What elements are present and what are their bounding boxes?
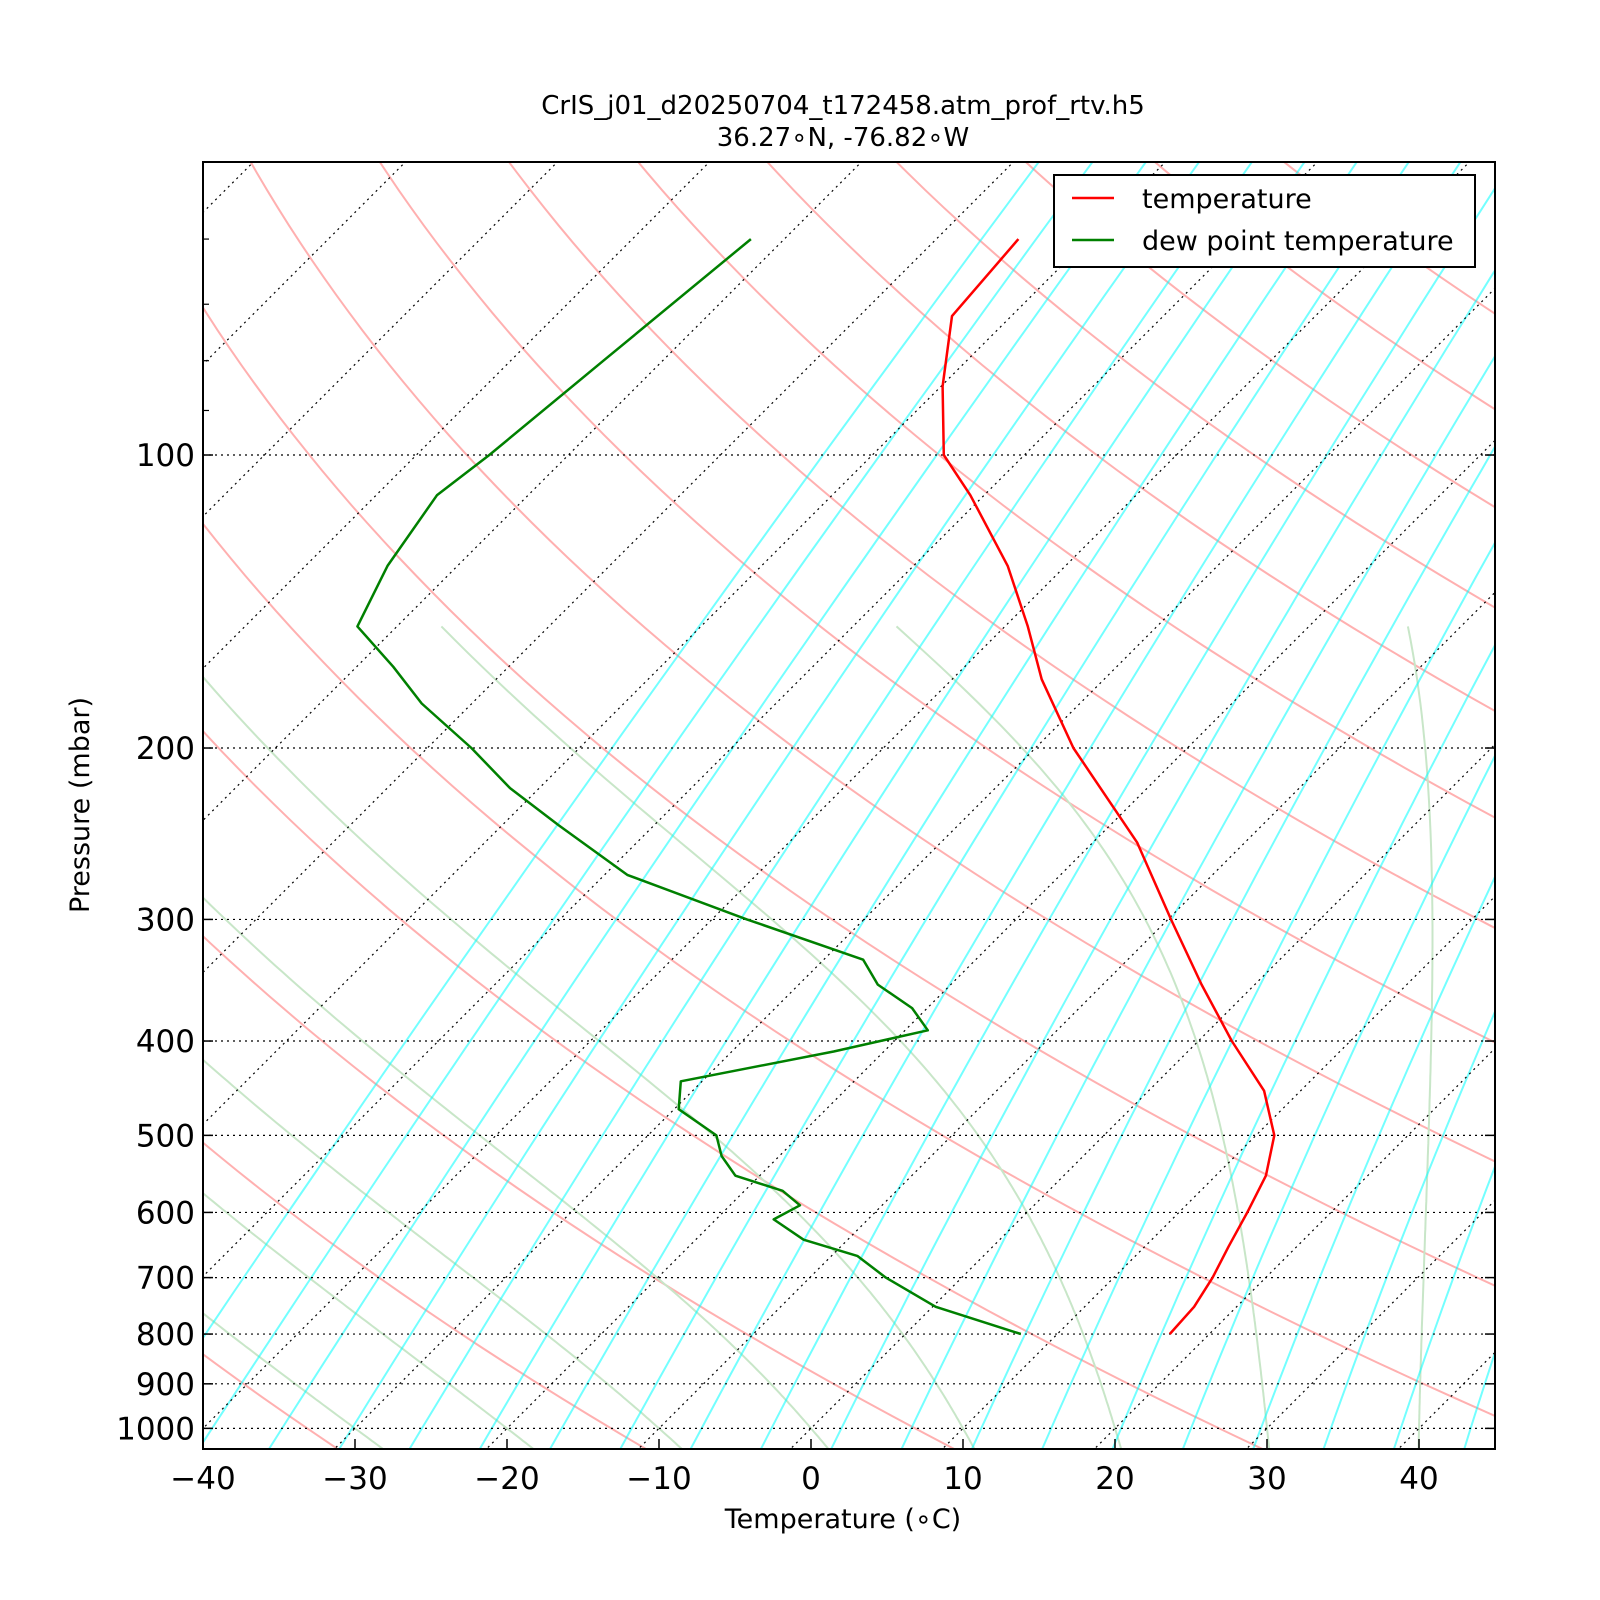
- mixing-ratio-line: [1181, 753, 1495, 1449]
- mixing-ratio-line: [338, 162, 1201, 1449]
- mixing-ratio-line: [203, 162, 1094, 1445]
- legend-label-dew-point: dew point temperature: [1142, 226, 1454, 257]
- x-tick-label: 10: [943, 1461, 982, 1497]
- y-tick-label: 900: [136, 1367, 195, 1403]
- grid-lines: [0, 68, 1600, 1469]
- legend-label-temperature: temperature: [1142, 184, 1312, 215]
- dry-adiabat: [203, 934, 957, 1449]
- dry-adiabat: [249, 162, 1495, 1163]
- y-tick-label: 100: [136, 438, 195, 474]
- x-axis-label: Temperature (∘C): [724, 1504, 961, 1535]
- isotherm: [637, 591, 1495, 1449]
- dry-adiabat: [378, 162, 1495, 1044]
- mixing-ratio-line: [900, 354, 1495, 1449]
- y-tick-label: 800: [136, 1317, 195, 1353]
- y-tick-label: 600: [136, 1195, 195, 1231]
- moist-adiabat: [440, 625, 1123, 1449]
- plot-frame: [202, 161, 1496, 1450]
- isotherm: [1245, 1199, 1495, 1449]
- mixing-ratio-line: [548, 162, 1358, 1449]
- mixing-ratio-line: [1392, 1163, 1495, 1449]
- isotherm: [203, 162, 1015, 974]
- isotherm: [333, 287, 1495, 1449]
- dry-adiabat: [1024, 162, 1495, 509]
- isotherm: [941, 895, 1495, 1449]
- isotherm: [203, 162, 407, 366]
- isotherm: [1531, 68, 1600, 1469]
- moist-adiabat: [203, 1191, 536, 1449]
- dry-adiabat: [203, 1141, 648, 1449]
- mixing-ratio-line: [478, 162, 1306, 1449]
- x-tick-label: −40: [170, 1461, 235, 1497]
- x-tick-label: 40: [1399, 1461, 1438, 1497]
- x-tick-label: −10: [626, 1461, 691, 1497]
- isotherm: [203, 162, 1167, 1126]
- background-lines: [203, 162, 1600, 1468]
- y-tick-label: 200: [136, 731, 195, 767]
- temperature-line: [941, 238, 1276, 1335]
- isotherm: [1093, 1047, 1495, 1449]
- mixing-ratio-line: [1322, 1009, 1495, 1449]
- isotherm: [789, 743, 1495, 1449]
- mixing-ratio-line: [759, 186, 1495, 1449]
- mixing-ratio-line: [267, 162, 1148, 1449]
- isotherm: [203, 162, 711, 670]
- dry-adiabat: [636, 162, 1495, 819]
- x-tick-label: −20: [474, 1461, 539, 1497]
- y-axis-label: Pressure (mbar): [65, 697, 96, 913]
- isotherm: [203, 162, 1471, 1430]
- y-tick-label: 300: [136, 902, 195, 938]
- x-tick-label: 0: [801, 1461, 821, 1497]
- dry-adiabat: [507, 162, 1495, 930]
- x-tick-label: 30: [1247, 1461, 1286, 1497]
- mixing-ratio-line: [1111, 643, 1495, 1449]
- mixing-ratio-line: [1463, 1349, 1495, 1449]
- x-tick-label: −30: [322, 1461, 387, 1497]
- moist-adiabat: [1406, 626, 1434, 1449]
- moist-adiabat: [895, 625, 1271, 1449]
- mixing-ratio-line: [1041, 540, 1495, 1449]
- isotherm: [485, 439, 1495, 1449]
- moist-adiabat: [203, 896, 830, 1449]
- moist-adiabat: [203, 1312, 385, 1449]
- dry-adiabat: [203, 305, 1495, 1287]
- dew-point-line: [356, 238, 1022, 1336]
- isotherm: [203, 162, 863, 822]
- dry-adiabat: [203, 522, 1495, 1418]
- y-tick-label: 700: [136, 1261, 195, 1297]
- chart-subtitle: 36.27∘N, -76.82∘W: [717, 123, 969, 153]
- moist-adiabat: [203, 1058, 684, 1449]
- dry-adiabat: [766, 162, 1495, 713]
- mixing-ratio-line: [203, 162, 1040, 1340]
- chart-title: CrIS_j01_d20250704_t172458.atm_prof_rtv.…: [541, 91, 1145, 121]
- dry-adiabat: [203, 1352, 340, 1449]
- mixing-ratio-line: [1252, 874, 1495, 1449]
- legend: temperature dew point temperature: [1053, 174, 1476, 268]
- dry-adiabat: [895, 162, 1495, 609]
- isotherm: [203, 162, 1319, 1278]
- dry-adiabat: [1153, 162, 1495, 411]
- isotherm: [203, 162, 559, 518]
- moist-adiabat: [1567, 626, 1600, 1468]
- moist-adiabat: [203, 675, 976, 1449]
- legend-box: [1053, 174, 1476, 268]
- profile-lines: [356, 238, 1276, 1336]
- y-tick-label: 500: [136, 1118, 195, 1154]
- isotherm: [203, 162, 255, 214]
- mixing-ratio-line: [970, 444, 1495, 1449]
- y-tick-label: 1000: [116, 1411, 195, 1447]
- isotherm: [0, 68, 44, 1469]
- dry-adiabat: [203, 729, 1265, 1449]
- isotherm: [0, 68, 196, 1469]
- mixing-ratio-line: [619, 162, 1410, 1449]
- mixing-ratio-line: [689, 162, 1462, 1449]
- mixing-ratio-line: [408, 162, 1254, 1449]
- mixing-ratio-line: [830, 268, 1495, 1449]
- x-tick-label: 20: [1095, 1461, 1134, 1497]
- y-tick-label: 400: [136, 1024, 195, 1060]
